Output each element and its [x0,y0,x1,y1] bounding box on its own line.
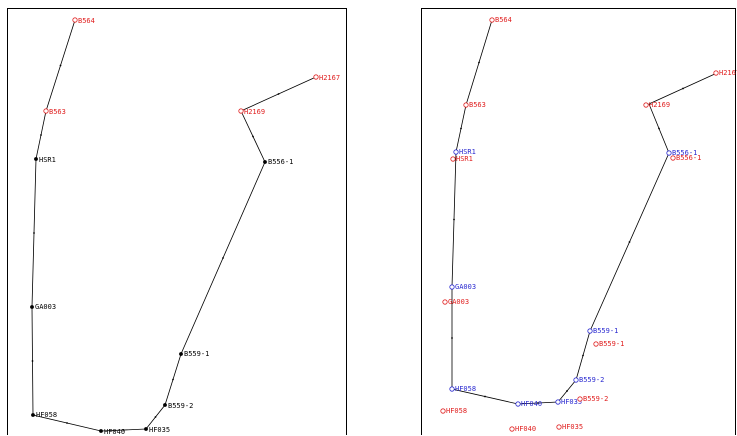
station-label-ga003: GA003 [455,283,476,291]
station-marker-ga003 [30,305,34,309]
segment-midpoint-tick [59,64,62,67]
station-label-b556-1: B556-1 [268,158,293,166]
station-marker-b556-1 [263,160,267,164]
segment-midpoint-tick [453,218,455,221]
station-label-b556-1: B556-1 [672,149,697,157]
station-marker-hf058 [31,413,35,417]
segment-midpoint-tick [33,232,35,234]
station-marker-b563 [463,102,469,108]
station-marker-ga003 [449,284,455,290]
station-marker-hf040 [515,401,521,407]
traverse-line [451,19,718,405]
station-marker-b559-1 [587,328,593,334]
segment-midpoint-tick [682,87,684,90]
segment-midpoint-tick [460,127,462,130]
left-diagram-panel: B564 B563 HSR1 GA003 HF058 HF040 HF035 B559-2 B5… [7,8,347,436]
station-marker-b559-2 [163,403,167,407]
station-marker-b563 [43,108,49,114]
station-label-hf040: HF040 [515,425,536,433]
station-marker-hf040 [509,426,515,432]
station-label-hsr1: HSR1 [459,148,476,156]
station-label-hf058: HF058 [446,407,467,415]
station-label-hf035: HF035 [149,426,170,434]
station-label-b563: B563 [469,101,486,109]
station-label-b563: B563 [49,108,66,116]
station-label-b559-1: B559-1 [593,327,618,335]
station-label-hsr1: HSR1 [456,155,473,163]
station-label-hf040: HF040 [521,400,542,408]
station-label-hf058: HF058 [36,411,57,419]
station-label-hf035: HF035 [561,398,582,406]
station-label-b559-2: B559-2 [168,402,193,410]
station-marker-hsr1 [453,149,459,155]
segment-midpoint-tick [582,354,584,357]
segment-midpoint-tick [40,134,42,136]
station-label-b559-2: B559-2 [579,376,604,384]
station-label-b564: B564 [78,17,95,25]
station-marker-h2167 [313,74,319,80]
segment-midpoint-tick [537,402,539,404]
segment-midpoint-tick [252,135,254,138]
station-label-b556-1: B556-1 [676,154,701,162]
station-marker-hf035 [556,424,562,430]
station-label-ga003: GA003 [448,298,469,306]
station-marker-hf040 [99,429,103,433]
station-marker-hsr1 [34,157,38,161]
station-marker-h2169 [238,108,244,114]
station-marker-b559-1 [179,352,183,356]
station-label-ga003: GA003 [35,303,56,311]
station-marker-b556-1 [666,150,672,156]
left-traverse-diagram: B564 B563 HSR1 GA003 HF058 HF040 HF035 B559-2 B5… [30,17,340,436]
segment-midpoint-tick [566,390,568,392]
station-label-hsr1: HSR1 [39,156,56,164]
station-label-b564: B564 [495,16,512,24]
segment-midpoint-tick [154,416,157,418]
station-label-hf035: HF035 [562,423,583,431]
station-marker-hf035 [144,427,148,431]
segment-midpoint-tick [277,93,280,95]
station-label-h2167: H2167 [319,74,340,82]
station-label-h2167: H2167 [719,69,737,77]
station-label-h2169: H2169 [649,101,670,109]
station-label-b559-2: B559-2 [583,395,608,403]
segment-midpoint-tick [222,257,224,259]
station-marker-hsr1 [450,156,456,162]
segment-midpoint-tick [484,395,486,398]
station-label-h2169: H2169 [244,108,265,116]
right-diagram-panel: B564 B563 HSR1 HSR1 GA003 GA003 HF058 HF058 HF04… [421,8,737,435]
station-label-b559-1: B559-1 [184,350,209,358]
station-marker-b559-2 [573,377,579,383]
station-marker-b556-1 [670,155,676,161]
segment-midpoint-tick [122,429,125,431]
segment-midpoint-tick [658,127,660,130]
segment-midpoint-tick [478,61,480,64]
segment-midpoint-tick [172,378,174,381]
station-marker-hf035 [555,399,561,405]
station-marker-hf058 [440,408,446,414]
segment-midpoint-tick [451,337,453,339]
station-marker-h2169 [643,102,649,108]
station-marker-b559-2 [577,396,583,402]
station-marker-b564 [489,17,495,23]
segment-midpoint-tick [66,422,68,424]
station-marker-h2167 [713,70,719,76]
segment-midpoint-tick [628,241,631,243]
station-marker-b559-1 [593,341,599,347]
station-label-hf058: HF058 [455,385,476,393]
station-label-b559-1: B559-1 [599,340,624,348]
station-marker-b564 [72,17,78,23]
station-marker-hf058 [449,386,455,392]
station-label-hf040: HF040 [104,428,125,436]
segment-midpoint-tick [31,360,34,362]
traverse-line [31,19,317,432]
station-marker-ga003 [442,299,448,305]
